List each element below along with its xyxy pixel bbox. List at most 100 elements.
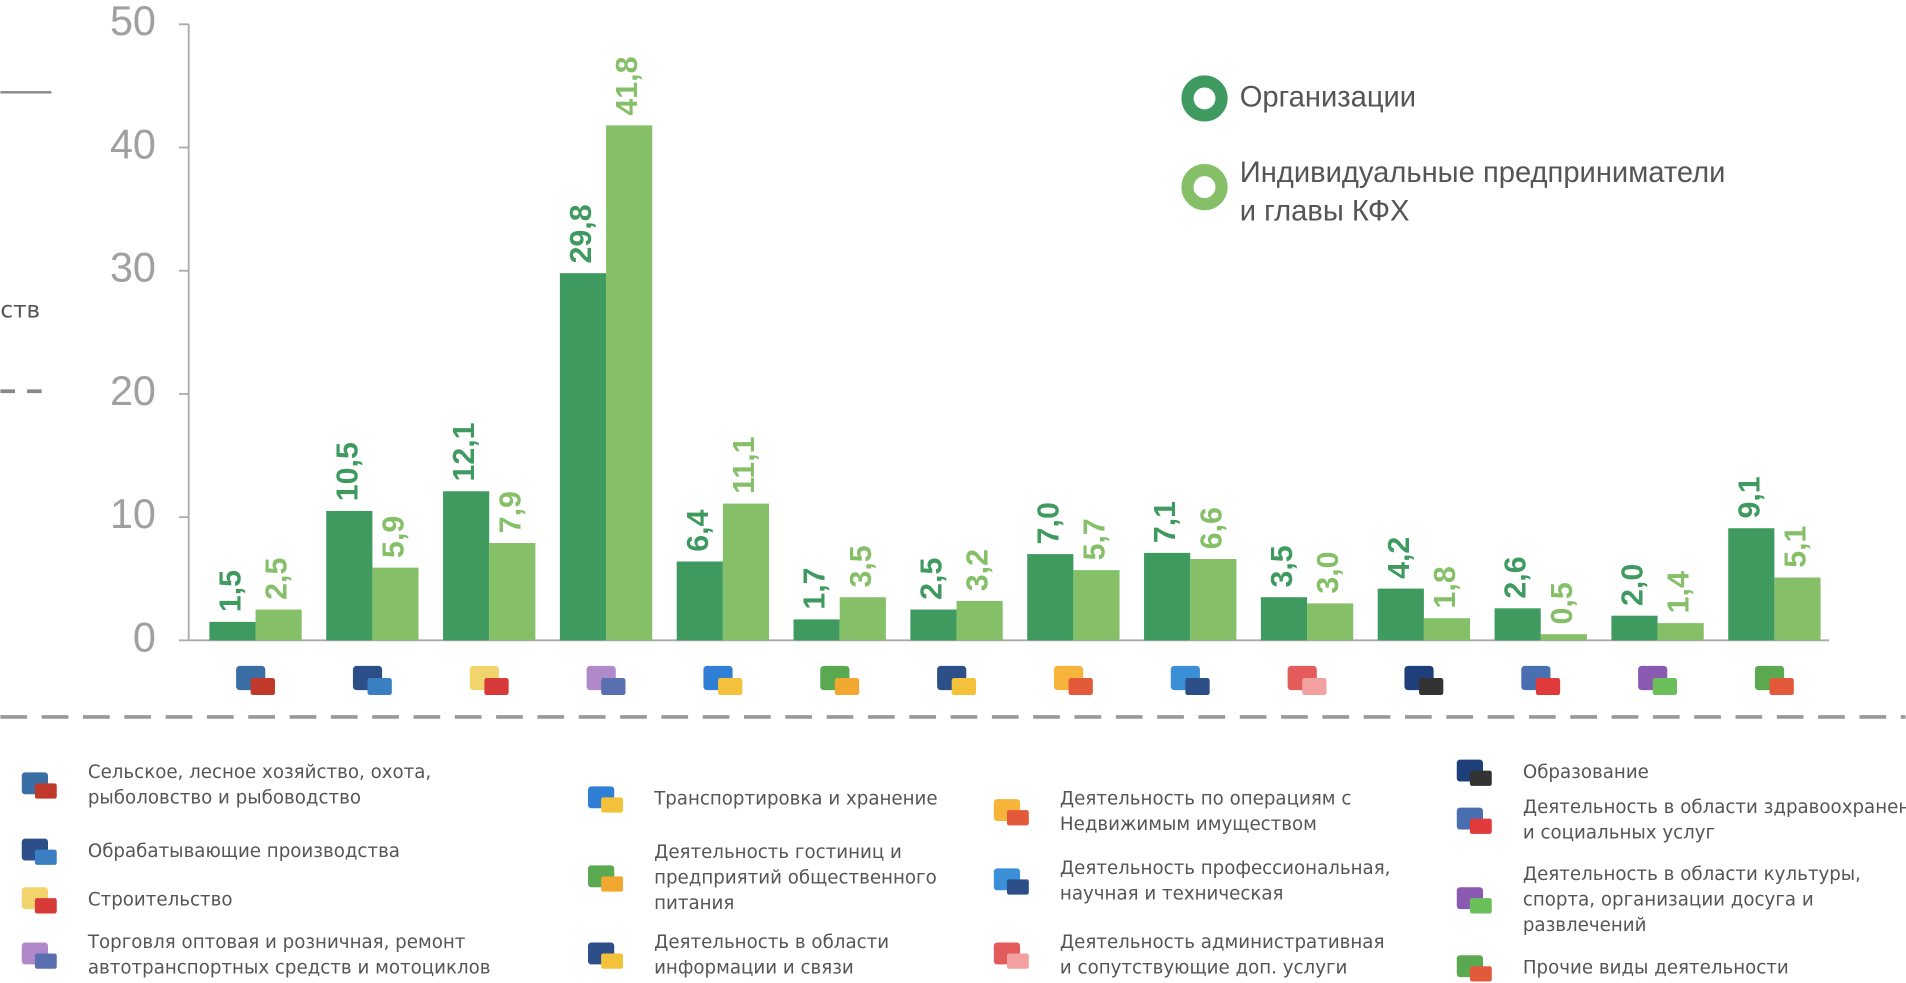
value-label: 7,9 bbox=[494, 491, 527, 533]
value-label: 2,6 bbox=[1500, 556, 1533, 598]
icon bbox=[1470, 819, 1492, 834]
value-label: 3,5 bbox=[845, 545, 878, 587]
bar bbox=[1541, 634, 1587, 640]
value-label: 1,7 bbox=[799, 567, 832, 609]
category-legend: Транспортировка и хранение bbox=[653, 789, 938, 810]
icon bbox=[835, 678, 859, 695]
icon bbox=[1069, 678, 1093, 695]
icon bbox=[601, 876, 623, 891]
icon bbox=[1470, 966, 1492, 981]
bar bbox=[209, 622, 255, 640]
bar bbox=[1307, 603, 1353, 640]
page: {"chart_data": {"type": "bar", "annotati… bbox=[0, 0, 1906, 983]
y-tick-label: 10 bbox=[110, 491, 156, 537]
bar bbox=[489, 543, 535, 640]
legend-marker bbox=[1188, 81, 1222, 115]
icon bbox=[35, 850, 57, 865]
value-label: 3,2 bbox=[962, 549, 995, 591]
bar bbox=[443, 491, 489, 640]
category-legend: Обрабатывающие производства bbox=[88, 841, 400, 862]
value-label: 5,1 bbox=[1779, 525, 1812, 567]
bar bbox=[1424, 618, 1470, 640]
y-tick-label: 0 bbox=[133, 614, 156, 660]
category-legend: Сельское, лесное хозяйство, охота,рыболо… bbox=[88, 762, 431, 809]
category-legend: Прочие виды деятельности bbox=[1523, 957, 1789, 978]
icon bbox=[1302, 678, 1326, 695]
bar bbox=[723, 504, 769, 641]
category-legend: Образование bbox=[1523, 762, 1649, 783]
icon bbox=[1419, 678, 1443, 695]
icon bbox=[35, 783, 57, 798]
value-label: 1,8 bbox=[1429, 566, 1462, 608]
value-label: 6,4 bbox=[682, 509, 715, 551]
bar bbox=[840, 597, 886, 640]
bar bbox=[606, 125, 652, 640]
bar bbox=[910, 610, 956, 641]
icon bbox=[1007, 953, 1029, 968]
icon bbox=[1185, 678, 1209, 695]
bar bbox=[1144, 553, 1190, 640]
icon bbox=[35, 953, 57, 968]
bar bbox=[326, 511, 372, 640]
value-label: 6,6 bbox=[1195, 507, 1228, 549]
value-label: 12,1 bbox=[448, 422, 481, 481]
value-label: 2,0 bbox=[1616, 564, 1649, 606]
value-label: 2,5 bbox=[915, 558, 948, 600]
value-label: 1,5 bbox=[214, 570, 247, 612]
bar bbox=[1728, 528, 1774, 640]
icon bbox=[1470, 898, 1492, 913]
value-label: 3,5 bbox=[1266, 545, 1299, 587]
icon bbox=[484, 678, 508, 695]
icon bbox=[1007, 810, 1029, 825]
category-legend: Строительство bbox=[88, 889, 233, 910]
value-label: 9,1 bbox=[1733, 476, 1766, 518]
icon bbox=[1007, 879, 1029, 894]
icon bbox=[601, 953, 623, 968]
bar bbox=[256, 610, 302, 641]
value-label: 7,1 bbox=[1149, 501, 1182, 543]
y-tick-label: 40 bbox=[110, 121, 156, 167]
value-label: 5,7 bbox=[1078, 518, 1111, 560]
value-label: 29,8 bbox=[565, 204, 598, 263]
bar bbox=[957, 601, 1003, 640]
bar bbox=[372, 568, 418, 641]
bar bbox=[677, 561, 723, 640]
chart: ств 0 10 20 30 40 50 1,5 2,5 10,5 5,9 12,1 7,9 29,8 4… bbox=[0, 0, 1906, 983]
icon bbox=[1770, 678, 1794, 695]
value-label: 0,5 bbox=[1546, 582, 1579, 624]
bar bbox=[794, 619, 840, 640]
icon bbox=[35, 898, 57, 913]
icon bbox=[368, 678, 392, 695]
legend-marker bbox=[1188, 170, 1222, 204]
category-legend: Деятельность в области культуры,спорта, … bbox=[1523, 864, 1861, 936]
icon bbox=[251, 678, 275, 695]
y-tick-label: 30 bbox=[110, 245, 156, 291]
icon bbox=[718, 678, 742, 695]
bar bbox=[1774, 578, 1820, 641]
icon bbox=[1470, 771, 1492, 786]
y-tick-label: 20 bbox=[110, 368, 156, 414]
bar bbox=[560, 273, 606, 640]
bar bbox=[1378, 589, 1424, 641]
bar bbox=[1073, 570, 1119, 640]
value-label: 1,4 bbox=[1663, 571, 1696, 613]
icon bbox=[952, 678, 976, 695]
bar bbox=[1261, 597, 1307, 640]
icon bbox=[601, 678, 625, 695]
annotation: ств bbox=[0, 298, 40, 324]
icon bbox=[1536, 678, 1560, 695]
legend-label: Организации bbox=[1240, 81, 1416, 113]
value-label: 7,0 bbox=[1032, 502, 1065, 544]
y-tick-label: 50 bbox=[110, 0, 156, 44]
bar bbox=[1190, 559, 1236, 640]
value-label: 41,8 bbox=[611, 57, 644, 116]
value-label: 10,5 bbox=[331, 442, 364, 501]
value-label: 2,5 bbox=[261, 558, 294, 600]
value-label: 5,9 bbox=[377, 516, 410, 558]
